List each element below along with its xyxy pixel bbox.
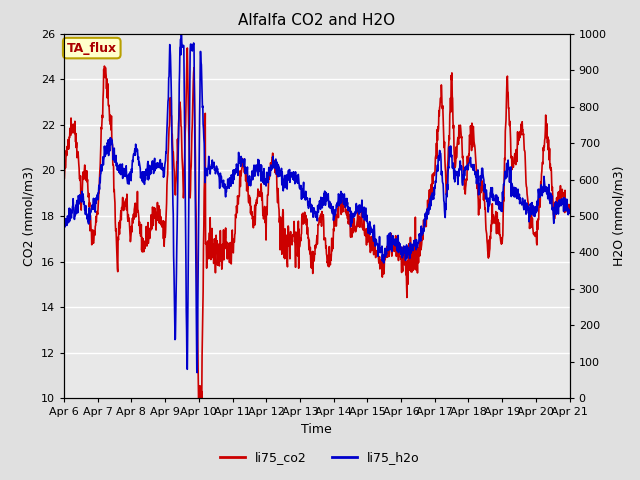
Text: TA_flux: TA_flux (67, 42, 117, 55)
Y-axis label: CO2 (mmol/m3): CO2 (mmol/m3) (22, 166, 35, 266)
Title: Alfalfa CO2 and H2O: Alfalfa CO2 and H2O (238, 13, 396, 28)
Y-axis label: H2O (mmol/m3): H2O (mmol/m3) (612, 166, 625, 266)
X-axis label: Time: Time (301, 423, 332, 436)
Legend: li75_co2, li75_h2o: li75_co2, li75_h2o (215, 446, 425, 469)
